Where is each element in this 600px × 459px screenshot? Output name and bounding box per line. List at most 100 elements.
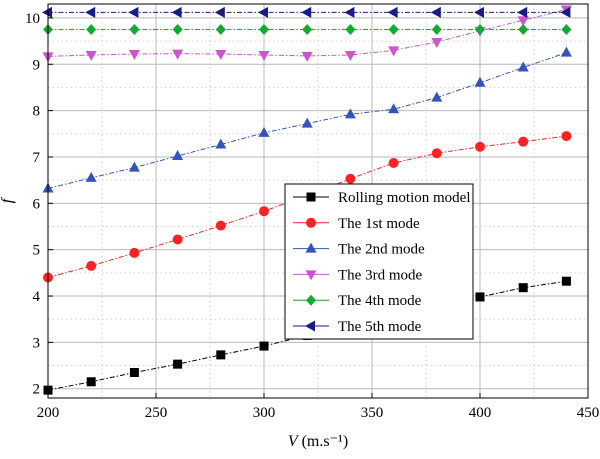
series-point <box>301 51 313 62</box>
series-point <box>214 6 225 18</box>
series-point <box>517 16 529 27</box>
series-point <box>215 138 227 149</box>
series-point <box>85 50 97 61</box>
series-point <box>431 23 442 35</box>
series-point <box>517 6 528 18</box>
series-point <box>258 6 268 18</box>
series-point <box>171 6 182 18</box>
y-tick-label: 7 <box>33 150 41 166</box>
legend-marker <box>306 294 316 306</box>
series-point <box>518 23 529 35</box>
series-point <box>561 23 572 35</box>
y-tick-label: 5 <box>33 243 41 259</box>
legend-marker <box>306 217 316 228</box>
series-point <box>86 23 97 35</box>
x-axis-label: V (m.s⁻¹) <box>288 433 348 450</box>
series-point <box>172 150 184 161</box>
series-point <box>215 220 226 231</box>
series-point <box>258 50 270 61</box>
series-point <box>172 49 184 60</box>
series-point <box>474 76 486 87</box>
ticks: 200 250 300 350 400 450 2 3 4 5 6 7 8 9 10 <box>25 11 599 421</box>
series-point <box>129 247 140 258</box>
series-point <box>86 260 97 271</box>
series-point <box>388 157 399 168</box>
legend-entry-label: The 3rd mode <box>338 267 422 283</box>
series-point <box>518 136 529 147</box>
series-point <box>173 359 183 369</box>
series-point <box>430 6 441 18</box>
series-point <box>561 276 571 286</box>
legend-entry-label: The 2nd mode <box>338 242 425 258</box>
y-tick-label: 2 <box>33 382 41 398</box>
series-point <box>215 50 227 61</box>
series-point <box>517 61 529 72</box>
legend-marker <box>305 270 317 281</box>
plot-frame <box>47 3 589 399</box>
legend-marker <box>305 242 317 253</box>
series-point <box>344 50 356 61</box>
series-point <box>172 234 183 245</box>
series-3 <box>42 46 572 193</box>
series-point <box>259 23 269 35</box>
legend-entry-label: Rolling motion model <box>338 190 471 206</box>
series-point <box>518 283 528 293</box>
series-point <box>388 46 400 57</box>
series-point <box>344 108 356 119</box>
series-point <box>561 131 572 142</box>
y-tick-label: 9 <box>33 57 41 73</box>
x-axis-label-var: V <box>288 433 300 450</box>
series-point <box>215 23 226 35</box>
series-point <box>129 368 139 378</box>
y-tick-label: 3 <box>33 335 41 351</box>
series-point <box>387 6 398 18</box>
series-point <box>431 148 442 159</box>
legend-box <box>284 183 474 340</box>
series-point <box>86 377 96 387</box>
series-point <box>475 292 485 302</box>
series-point <box>128 50 140 61</box>
series-point <box>259 341 269 351</box>
series-point <box>431 38 443 49</box>
series-point <box>129 23 140 35</box>
legend-entry-label: The 4th mode <box>338 293 422 309</box>
series-point <box>475 23 485 35</box>
y-tick-label: 10 <box>25 11 40 27</box>
series-point <box>431 91 443 102</box>
series-point <box>172 23 183 35</box>
series-point <box>301 117 313 128</box>
legend: Rolling motion model The 1st mode The 2nd … <box>284 183 474 340</box>
x-tick-label: 350 <box>361 405 384 421</box>
y-tick-label: 8 <box>33 104 41 120</box>
series-point <box>345 23 356 35</box>
series-point <box>302 23 313 35</box>
series-point <box>475 141 485 152</box>
series-point <box>216 350 226 360</box>
series-point <box>301 6 312 18</box>
series-5 <box>43 23 572 35</box>
series-point <box>560 6 571 18</box>
series-point <box>345 173 356 184</box>
series-6 <box>42 6 571 18</box>
x-tick-label: 300 <box>253 405 276 421</box>
series-point <box>128 161 140 172</box>
x-tick-label: 200 <box>37 405 60 421</box>
series-point <box>128 6 139 18</box>
x-tick-label: 400 <box>469 405 492 421</box>
legend-marker <box>306 192 316 202</box>
series-point <box>474 6 484 18</box>
series-point <box>259 206 269 217</box>
series-point <box>85 6 96 18</box>
y-axis-label: f <box>0 196 16 203</box>
y-tick-label: 6 <box>33 196 41 212</box>
series-point <box>388 103 400 114</box>
x-tick-label: 250 <box>145 405 168 421</box>
legend-entry-label: The 1st mode <box>338 216 420 232</box>
series-point <box>344 6 355 18</box>
series-point <box>560 46 572 57</box>
legend-marker <box>305 320 315 332</box>
series-point <box>85 171 97 182</box>
series-point <box>42 6 52 18</box>
